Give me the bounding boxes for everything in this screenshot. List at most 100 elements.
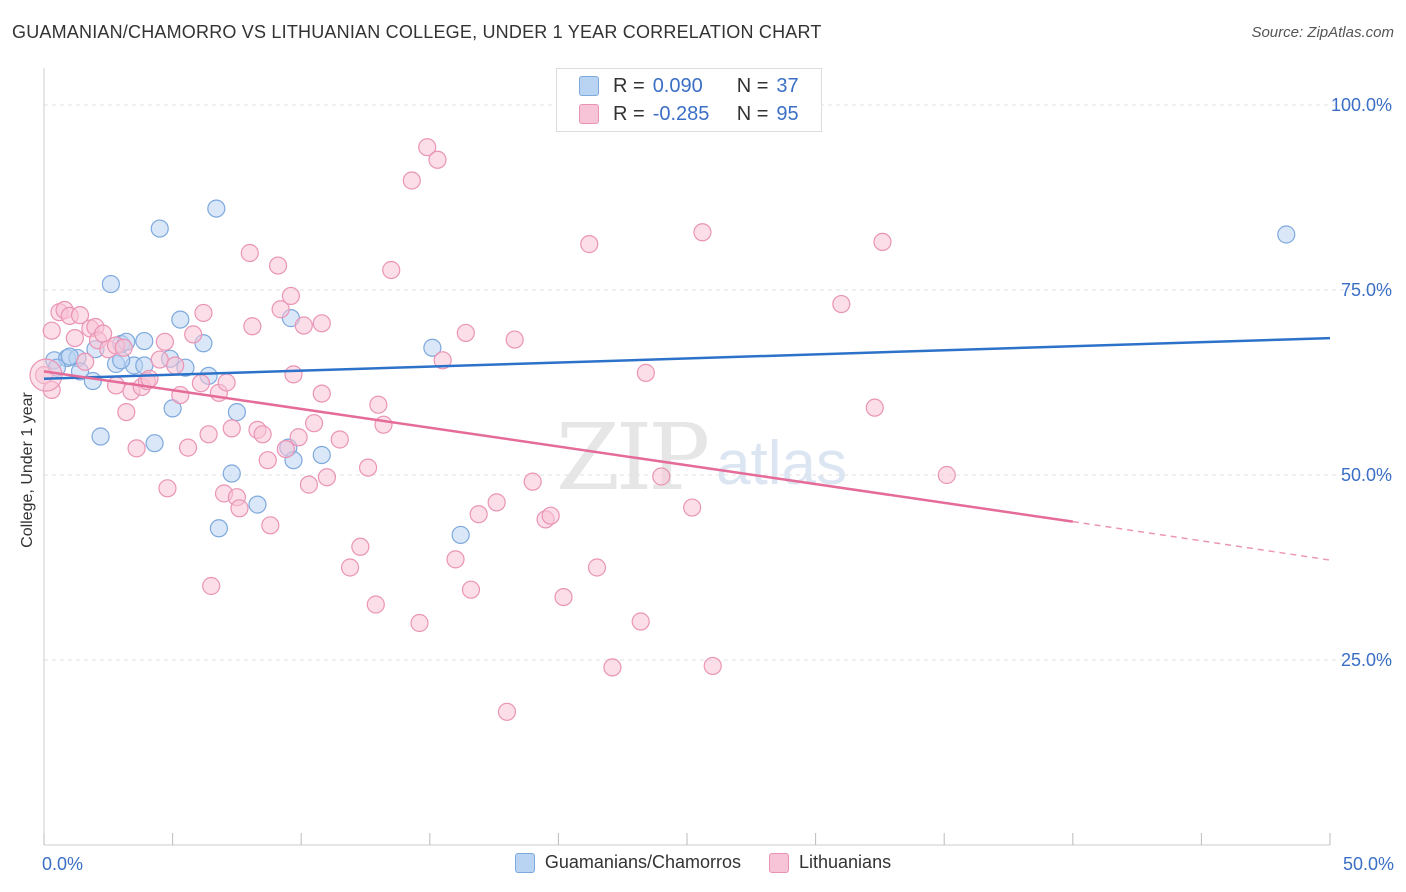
point-lithuanians	[703, 656, 722, 676]
point-lithuanians	[505, 330, 524, 349]
point-guamanians	[227, 403, 246, 422]
point-lithuanians	[418, 138, 437, 157]
point-lithuanians	[76, 352, 95, 371]
point-lithuanians	[603, 658, 622, 677]
point-lithuanians	[865, 398, 884, 417]
legend-n-value: 37	[776, 74, 799, 97]
point-lithuanians	[312, 314, 331, 333]
correlation-legend: R = 0.090 N = 37 R = -0.285 N = 95	[556, 68, 822, 132]
trend-line-lithuanians	[43, 370, 1073, 523]
point-lithuanians	[191, 374, 210, 393]
source-label: Source: ZipAtlas.com	[1251, 24, 1394, 41]
legend-r-value: -0.285	[652, 102, 710, 125]
legend-n-label: N =	[736, 74, 769, 97]
point-lithuanians	[433, 351, 452, 370]
point-guamanians	[171, 310, 190, 329]
point-lithuanians	[114, 338, 133, 357]
legend-row-guamanians: R = 0.090 N = 37	[579, 73, 799, 99]
legend-swatch-blue	[514, 852, 535, 873]
point-lithuanians	[873, 232, 892, 251]
point-lithuanians-cluster	[29, 358, 63, 392]
point-lithuanians	[222, 419, 241, 438]
point-lithuanians	[652, 467, 671, 486]
series-legend: Guamanians/Chamorros Lithuanians	[0, 852, 1406, 873]
point-lithuanians	[271, 300, 290, 319]
x-tick-label: 50.0%	[1343, 854, 1394, 874]
point-lithuanians	[541, 506, 560, 525]
x-tick-label: 0.0%	[42, 854, 83, 874]
y-tick-label: 50.0%	[1341, 465, 1392, 485]
point-lithuanians	[258, 451, 277, 470]
tick-labels: 25.0% 50.0% 75.0% 100.0% 0.0% 50.0%	[42, 95, 1394, 874]
legend-r-label: R =	[613, 102, 645, 125]
trend-line-lithuanians-extension	[1072, 520, 1331, 561]
point-lithuanians	[330, 430, 349, 449]
point-lithuanians	[410, 613, 429, 633]
point-lithuanians	[199, 425, 218, 444]
point-lithuanians	[317, 468, 337, 487]
point-guamanians	[312, 445, 331, 465]
trend-line-guamanians	[43, 336, 1331, 381]
y-tick-label: 75.0%	[1341, 280, 1392, 300]
legend-label-guamanians: Guamanians/Chamorros	[544, 852, 741, 872]
point-lithuanians	[106, 376, 126, 395]
point-lithuanians	[497, 702, 517, 721]
point-lithuanians	[446, 550, 465, 569]
point-guamanians	[150, 219, 169, 238]
point-guamanians	[101, 274, 120, 294]
legend-item-lithuanians[interactable]: Lithuanians	[769, 852, 891, 873]
point-lithuanians	[683, 498, 702, 517]
point-lithuanians	[693, 223, 712, 242]
legend-n-label: N =	[736, 102, 769, 125]
point-lithuanians	[340, 558, 360, 577]
point-lithuanians	[937, 465, 956, 485]
point-lithuanians	[366, 595, 385, 614]
point-lithuanians	[158, 479, 177, 498]
point-guamanians	[60, 347, 79, 366]
point-lithuanians	[184, 325, 203, 344]
point-guamanians	[91, 427, 110, 446]
point-lithuanians	[294, 316, 313, 335]
point-lithuanians	[166, 356, 185, 375]
point-lithuanians	[230, 499, 249, 518]
point-lithuanians	[202, 576, 221, 596]
point-lithuanians	[268, 256, 288, 275]
point-guamanians	[207, 199, 226, 218]
point-lithuanians	[65, 329, 84, 348]
point-lithuanians	[281, 286, 301, 306]
point-lithuanians	[358, 458, 378, 477]
point-lithuanians	[217, 373, 236, 392]
legend-r-value: 0.090	[652, 74, 703, 97]
point-lithuanians	[171, 385, 190, 405]
legend-label-lithuanians: Lithuanians	[799, 852, 892, 872]
axes	[43, 68, 1331, 846]
point-lithuanians	[523, 472, 542, 491]
y-tick-label: 25.0%	[1341, 650, 1392, 670]
point-lithuanians	[374, 415, 393, 434]
point-lithuanians	[456, 323, 475, 343]
legend-item-guamanians[interactable]: Guamanians/Chamorros	[514, 852, 741, 873]
point-lithuanians	[461, 580, 481, 599]
point-lithuanians	[402, 171, 421, 190]
point-lithuanians	[42, 321, 61, 340]
point-guamanians	[83, 371, 102, 391]
legend-r-label: R =	[613, 74, 645, 97]
point-lithuanians	[276, 440, 295, 459]
point-guamanians	[1277, 225, 1296, 244]
point-lithuanians	[194, 303, 213, 323]
point-lithuanians	[428, 150, 447, 169]
point-guamanians	[451, 525, 470, 545]
legend-swatch-pink	[579, 104, 599, 124]
legend-n-value: 95	[776, 102, 799, 125]
point-guamanians	[135, 331, 154, 351]
point-lithuanians	[832, 294, 851, 314]
point-lithuanians	[178, 438, 198, 457]
point-lithuanians	[117, 403, 136, 422]
point-lithuanians	[261, 516, 280, 535]
point-lithuanians	[289, 428, 308, 447]
point-lithuanians	[382, 260, 401, 280]
y-tick-label: 100.0%	[1331, 95, 1392, 115]
series-lithuanians-points	[29, 138, 956, 721]
legend-swatch-blue	[579, 76, 599, 96]
